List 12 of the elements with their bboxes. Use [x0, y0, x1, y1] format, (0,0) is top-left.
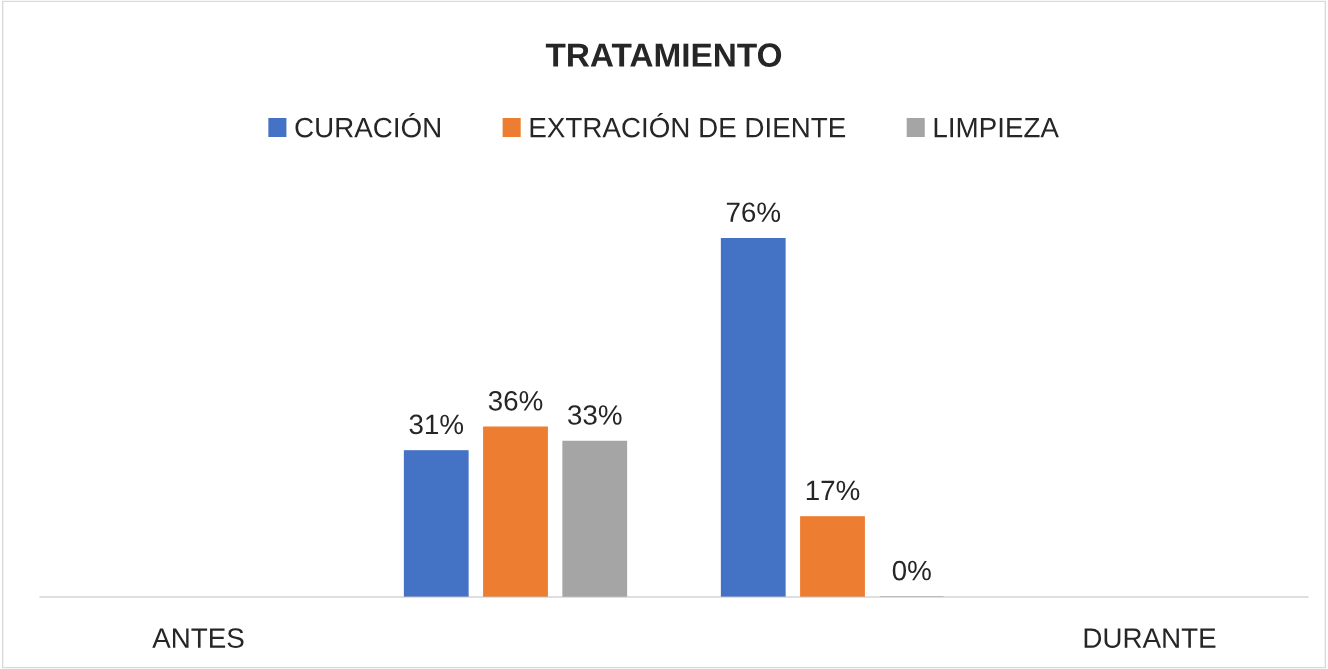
data-label: 17%: [806, 480, 860, 501]
legend-label: EXTRACIÓN DE DIENTE: [530, 113, 846, 138]
x-tick-label: DURANTE: [1084, 628, 1216, 648]
data-label: 33%: [568, 405, 622, 425]
x-tick-label: ANTES: [152, 628, 244, 648]
data-label: 76%: [726, 202, 781, 223]
legend-label: CURACIÓN: [295, 113, 440, 138]
data-label: 36%: [488, 390, 543, 411]
data-label: 0%: [892, 560, 931, 581]
chart-title: TRATAMIENTO: [545, 43, 782, 67]
data-label: 31%: [409, 414, 464, 435]
legend-label: LIMPIEZA: [934, 118, 1059, 138]
